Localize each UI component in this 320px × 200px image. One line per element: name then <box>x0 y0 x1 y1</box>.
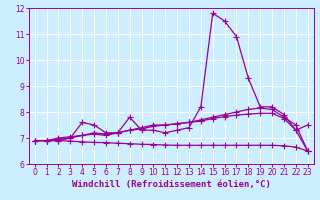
X-axis label: Windchill (Refroidissement éolien,°C): Windchill (Refroidissement éolien,°C) <box>72 180 271 189</box>
